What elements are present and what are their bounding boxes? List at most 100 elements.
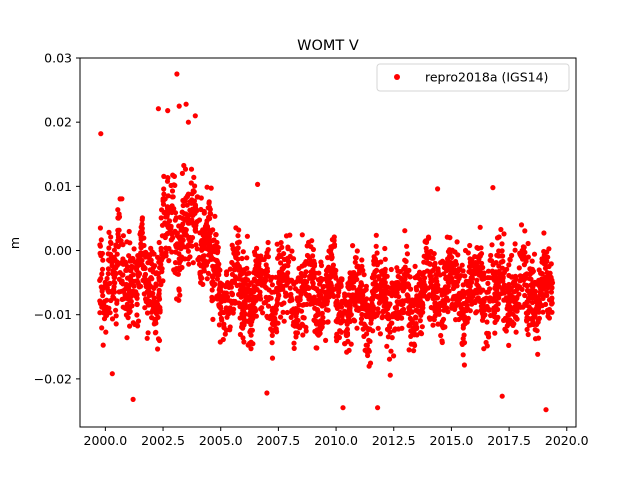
- data-point: [325, 255, 331, 261]
- data-point: [442, 284, 449, 290]
- data-point: [352, 255, 359, 261]
- data-point: [172, 217, 178, 223]
- data-point: [174, 271, 180, 277]
- data-point: [244, 233, 250, 239]
- data-point: [367, 338, 373, 344]
- data-point: [493, 298, 499, 304]
- data-point: [227, 266, 233, 272]
- data-point: [507, 257, 513, 263]
- data-point: [176, 286, 182, 292]
- data-point: [485, 334, 492, 340]
- data-point: [134, 301, 140, 308]
- data-point: [156, 239, 162, 246]
- data-point: [99, 266, 106, 272]
- data-point: [392, 305, 398, 311]
- data-point: [255, 253, 261, 259]
- data-point: [516, 265, 522, 271]
- data-point: [522, 292, 528, 299]
- data-point: [475, 271, 481, 277]
- data-point: [139, 217, 145, 223]
- data-point: [106, 245, 112, 251]
- legend-frame: [376, 63, 570, 92]
- data-point: [285, 263, 291, 269]
- data-point: [378, 288, 384, 294]
- data-point: [453, 293, 459, 299]
- data-point: [409, 329, 415, 335]
- data-point: [377, 331, 383, 337]
- data-point: [512, 273, 519, 279]
- data-point: [435, 186, 441, 192]
- y-axis-label: m: [7, 237, 22, 249]
- data-point: [311, 271, 317, 277]
- data-point: [174, 71, 180, 77]
- data-point: [112, 280, 118, 286]
- data-point: [411, 341, 417, 347]
- data-point: [413, 315, 419, 321]
- data-point: [338, 329, 344, 335]
- data-point: [513, 329, 519, 335]
- data-point: [158, 245, 164, 251]
- data-point: [372, 256, 378, 262]
- data-point: [435, 282, 441, 288]
- data-point: [392, 310, 398, 316]
- data-point: [402, 257, 408, 263]
- data-point: [307, 275, 313, 281]
- data-point: [430, 268, 436, 274]
- data-point: [544, 249, 550, 255]
- data-point: [476, 285, 482, 291]
- data-point: [490, 185, 496, 191]
- data-point: [325, 319, 331, 325]
- data-point: [354, 264, 360, 270]
- data-point: [438, 301, 444, 308]
- data-point: [546, 315, 553, 321]
- data-point: [338, 320, 344, 326]
- data-point: [231, 278, 237, 284]
- data-point: [483, 295, 489, 301]
- data-point: [219, 309, 225, 315]
- data-point: [108, 240, 114, 246]
- data-point: [170, 172, 176, 178]
- data-point: [467, 288, 473, 294]
- data-point: [386, 290, 392, 296]
- data-point: [133, 289, 139, 295]
- data-point: [524, 326, 530, 333]
- data-point: [99, 325, 105, 331]
- data-point: [373, 267, 380, 273]
- data-point: [446, 265, 452, 271]
- data-point: [185, 248, 191, 254]
- data-point: [404, 251, 410, 257]
- data-point: [517, 250, 523, 256]
- data-point: [329, 256, 335, 262]
- data-point: [264, 268, 271, 274]
- data-point: [152, 317, 158, 323]
- data-point: [190, 260, 196, 266]
- data-point: [181, 230, 187, 236]
- data-point: [430, 322, 436, 328]
- y-tick-label: −0.01: [34, 307, 72, 322]
- data-point: [192, 227, 198, 233]
- data-point: [506, 281, 512, 288]
- data-point: [355, 305, 361, 311]
- data-point: [310, 280, 316, 287]
- data-point: [375, 405, 381, 411]
- data-point: [350, 285, 356, 291]
- data-point: [515, 283, 521, 289]
- data-point: [173, 249, 179, 255]
- data-point: [410, 298, 416, 304]
- data-point: [143, 296, 149, 302]
- data-point: [138, 283, 144, 289]
- data-point: [537, 284, 543, 290]
- data-point: [303, 259, 309, 265]
- data-point: [218, 296, 224, 302]
- data-point: [460, 352, 466, 358]
- data-point: [97, 310, 103, 316]
- data-point: [371, 261, 377, 267]
- data-point: [376, 300, 382, 306]
- data-point: [158, 215, 164, 221]
- data-point: [149, 276, 155, 282]
- data-point: [474, 245, 480, 251]
- data-point: [386, 356, 393, 362]
- data-point: [374, 282, 380, 288]
- data-point: [265, 247, 271, 253]
- data-point: [101, 303, 107, 309]
